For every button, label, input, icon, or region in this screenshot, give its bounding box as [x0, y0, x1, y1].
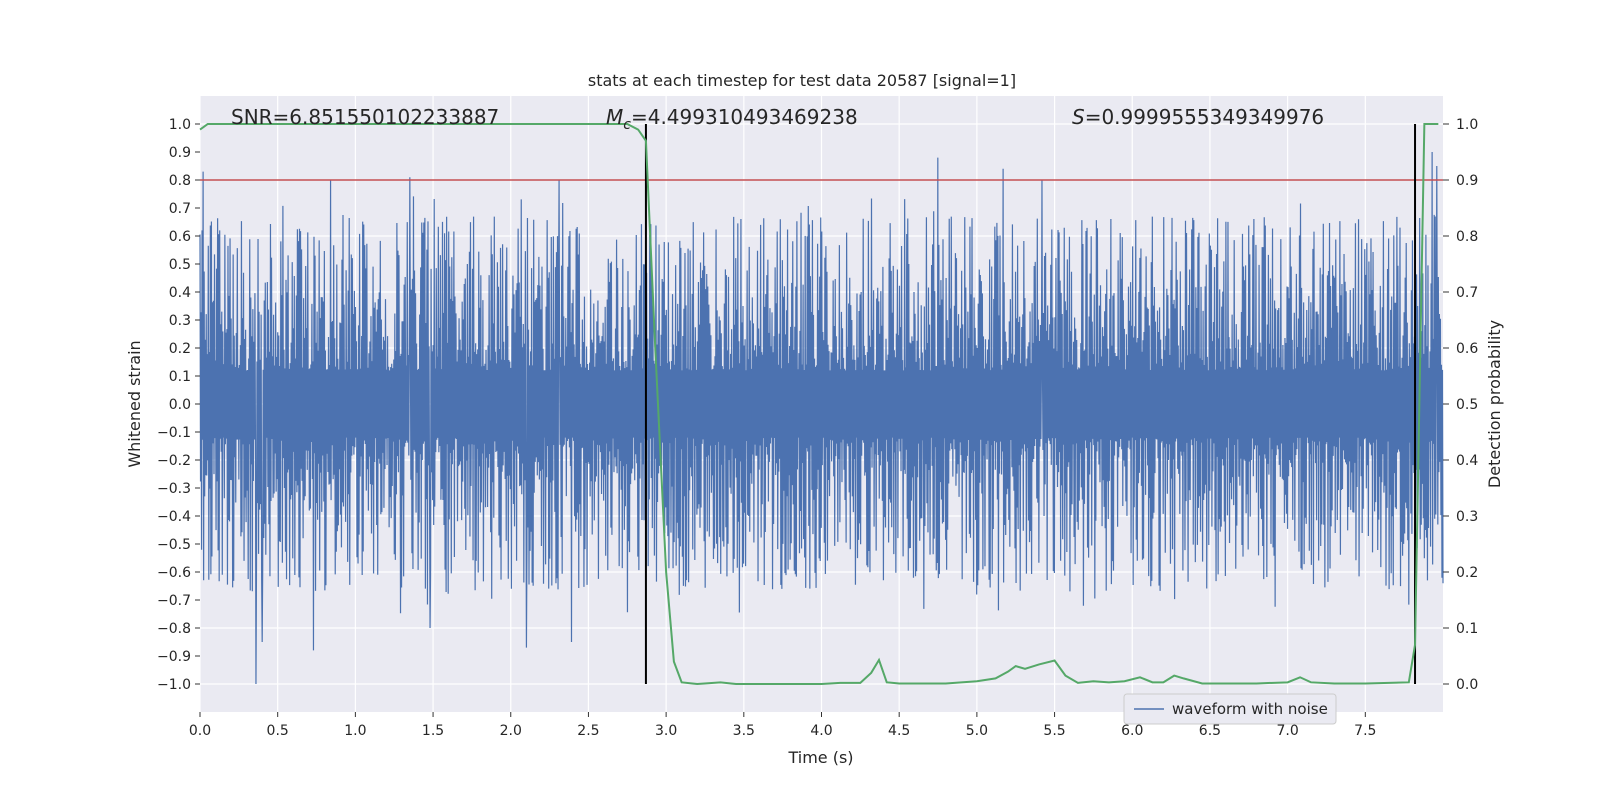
right-tick-label: 1.0: [1456, 117, 1478, 133]
x-tick-label: 2.5: [577, 723, 599, 739]
detection-probability-line: [199, 123, 1439, 686]
chart-title: stats at each timestep for test data 205…: [588, 71, 1016, 90]
legend-frame: [1123, 693, 1337, 725]
right-tick-label: 0.3: [1456, 509, 1478, 525]
right-tick-label: 0.1: [1456, 621, 1478, 637]
left-tick-label: −0.2: [157, 453, 191, 469]
x-tick-label: 4.0: [810, 723, 832, 739]
mc-symbol: M: [606, 105, 623, 129]
s-value: =0.9999555349349976: [1085, 105, 1324, 129]
left-tick-label: −0.9: [157, 649, 191, 665]
right-tick-label: 0.4: [1456, 453, 1478, 469]
left-tick-label: 0.4: [169, 285, 191, 301]
left-tick-label: −0.4: [157, 509, 191, 525]
left-tick-label: −0.5: [157, 537, 191, 553]
chirp-mass-annotation: Mc=4.499310493469238: [606, 105, 858, 133]
right-tick-label: 0.9: [1456, 173, 1478, 189]
x-tick-label: 6.0: [1121, 723, 1143, 739]
right-tick-label: 0.2: [1456, 565, 1478, 581]
right-tick-label: 0.0: [1456, 677, 1478, 693]
left-tick-label: 0.6: [169, 229, 191, 245]
left-tick-label: 0.0: [169, 397, 191, 413]
left-tick-label: 0.9: [169, 145, 191, 161]
right-axis-ticks: 1.0 0.9 0.8 0.7 0.6 0.5 0.4 0.3 0.2 0.1 0.0: [1443, 117, 1478, 693]
x-tick-label: 7.0: [1276, 723, 1298, 739]
left-tick-label: 0.5: [169, 257, 191, 273]
left-tick-label: 0.7: [169, 201, 191, 217]
x-tick-label: 1.5: [422, 723, 444, 739]
left-tick-label: 0.8: [169, 173, 191, 189]
left-tick-label: −0.6: [157, 565, 191, 581]
legend: waveform with noise: [1123, 693, 1337, 725]
snr-annotation: SNR=6.851550102233887: [231, 105, 499, 129]
left-tick-label: 1.0: [169, 117, 191, 133]
right-tick-label: 0.7: [1456, 285, 1478, 301]
left-tick-label: 0.3: [169, 313, 191, 329]
left-tick-label: −0.8: [157, 621, 191, 637]
legend-label: waveform with noise: [1172, 700, 1328, 718]
x-axis-label: Time (s): [787, 748, 853, 767]
x-tick-label: 0.0: [189, 723, 211, 739]
left-axis-label: Whitened strain: [125, 340, 144, 467]
mc-subscript: c: [623, 117, 631, 133]
x-tick-label: 2.0: [500, 723, 522, 739]
right-tick-label: 0.5: [1456, 397, 1478, 413]
waveform-series: [199, 151, 1444, 685]
x-tick-label: 5.5: [1043, 723, 1065, 739]
s-symbol: S: [1072, 105, 1085, 129]
x-tick-label: 4.5: [888, 723, 910, 739]
left-tick-label: −0.3: [157, 481, 191, 497]
left-tick-label: 0.2: [169, 341, 191, 357]
x-tick-label: 0.5: [267, 723, 289, 739]
x-tick-label: 3.0: [655, 723, 677, 739]
x-tick-label: 5.0: [966, 723, 988, 739]
right-tick-label: 0.6: [1456, 341, 1478, 357]
x-tick-label: 1.0: [344, 723, 366, 739]
left-axis-ticks: 1.0 0.9 0.8 0.7 0.6 0.5 0.4 0.3 0.2 0.1 0.0 −0.1 −0.…: [157, 117, 200, 693]
s-annotation: S=0.9999555349349976: [1072, 105, 1324, 129]
left-tick-label: −0.7: [157, 593, 191, 609]
mc-value: =4.499310493469238: [631, 105, 858, 129]
x-tick-label: 6.5: [1199, 723, 1221, 739]
x-tick-label: 7.5: [1354, 723, 1376, 739]
waveform-line: [199, 151, 1444, 685]
right-axis-label: Detection probability: [1485, 320, 1504, 488]
right-tick-label: 0.8: [1456, 229, 1478, 245]
left-tick-label: −1.0: [157, 677, 191, 693]
left-tick-label: −0.1: [157, 425, 191, 441]
x-tick-label: 3.5: [733, 723, 755, 739]
left-tick-label: 0.1: [169, 369, 191, 385]
x-axis-ticks: 0.0 0.5 1.0 1.5 2.0 2.5 3.0 3.5 4.0 4.5 5.0 5.5 6.0 6…: [189, 712, 1376, 739]
